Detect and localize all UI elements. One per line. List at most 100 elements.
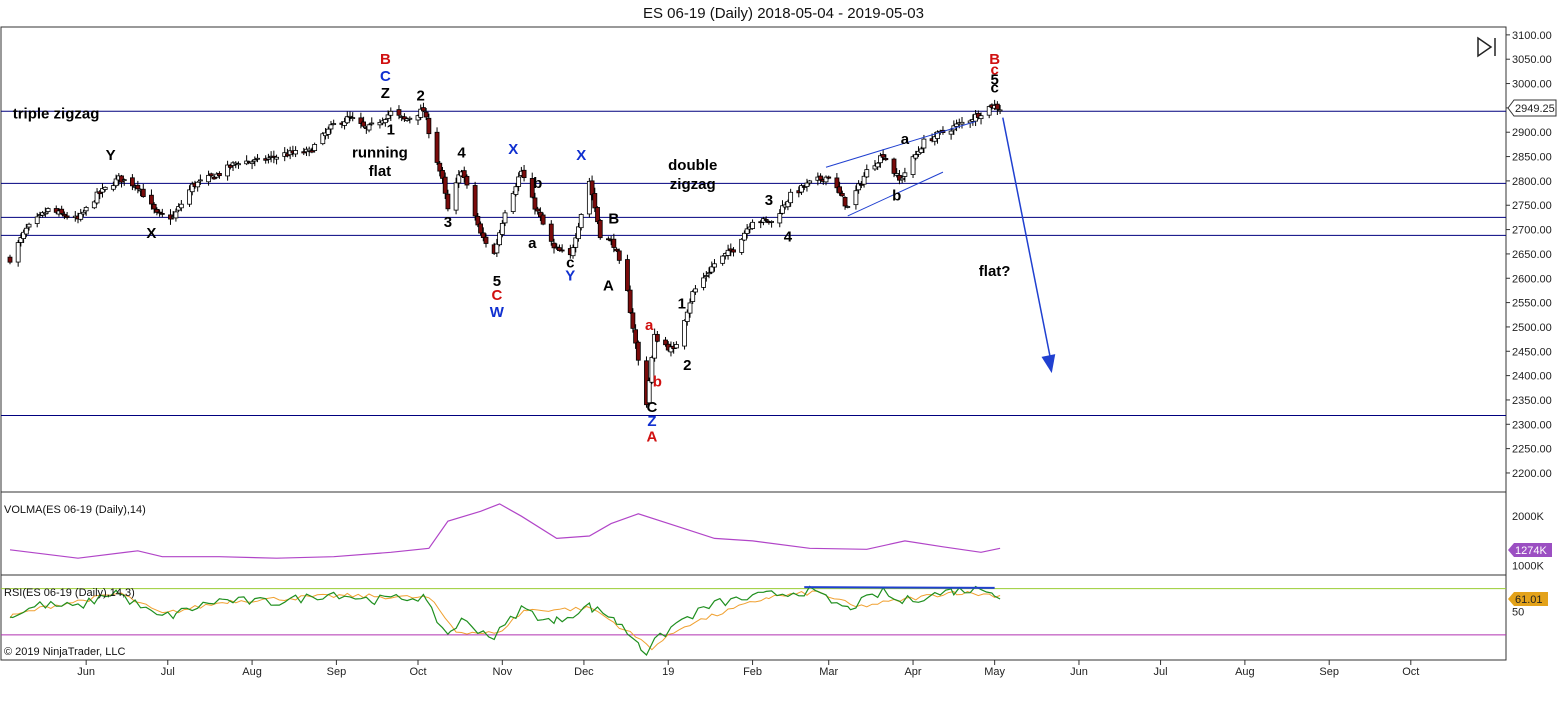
candle-body xyxy=(415,115,421,121)
candle-body xyxy=(997,109,1003,112)
candle-body xyxy=(94,191,100,204)
candle-body xyxy=(897,174,902,181)
candle-body xyxy=(913,154,919,159)
time-axis-tick-label: Apr xyxy=(904,666,921,678)
candle-body xyxy=(189,183,195,193)
candle-body xyxy=(878,155,883,164)
price-axis-tick-label: 2850.00 xyxy=(1512,152,1552,164)
time-axis-tick-label: Aug xyxy=(1235,666,1255,678)
candle-body xyxy=(826,176,832,179)
candle-body xyxy=(731,249,736,253)
wave-label: A xyxy=(646,428,657,445)
play-forward-icon[interactable] xyxy=(1477,36,1496,58)
projection-arrow-head xyxy=(1041,354,1056,374)
candle-body xyxy=(475,215,481,226)
wave-label: c xyxy=(990,61,998,78)
candle-body xyxy=(320,133,326,145)
candle-body xyxy=(159,212,165,215)
wave-label: 1 xyxy=(387,122,395,139)
time-axis-tick-label: Nov xyxy=(493,666,513,678)
candle-body xyxy=(633,329,638,344)
candle-body xyxy=(693,288,698,293)
wave-label: B xyxy=(989,51,1000,68)
time-axis-tick-label: Mar xyxy=(819,666,838,678)
wave-label: W xyxy=(490,304,505,321)
candle-body xyxy=(807,180,813,184)
price-panel-frame xyxy=(0,26,1507,493)
candle-body xyxy=(350,117,356,119)
candle-body xyxy=(540,214,546,225)
candle-body xyxy=(135,184,141,190)
candle-body xyxy=(538,211,543,218)
wave-label: X xyxy=(146,225,156,242)
candle-body xyxy=(712,263,717,268)
candle-body xyxy=(21,231,27,239)
candle-body xyxy=(532,197,538,210)
candle-body xyxy=(720,255,726,264)
candle-body xyxy=(426,117,432,135)
wave-label: C xyxy=(646,399,657,416)
candle-body xyxy=(249,161,255,165)
price-axis-tick-label: 3000.00 xyxy=(1512,79,1552,91)
candle-body xyxy=(301,151,307,154)
wave-label: 5 xyxy=(990,72,998,89)
candle-body xyxy=(611,238,617,248)
wave-label: Z xyxy=(647,413,656,430)
candle-body xyxy=(53,208,59,213)
candle-body xyxy=(701,277,706,288)
candle-body xyxy=(535,208,541,212)
time-axis-tick-label: Sep xyxy=(327,666,347,678)
candle-body xyxy=(703,275,709,277)
candle-body xyxy=(978,115,984,120)
candle-body xyxy=(769,221,774,223)
price-axis-tick-label: 2800.00 xyxy=(1512,176,1552,188)
candle-body xyxy=(325,128,331,135)
candle-body xyxy=(121,179,127,182)
wave-label: flat? xyxy=(979,263,1011,280)
wave-label: 4 xyxy=(457,145,466,162)
candle-body xyxy=(274,156,279,160)
price-axis-tick-label: 2500.00 xyxy=(1512,322,1552,334)
candle-body xyxy=(344,116,350,124)
candle-body xyxy=(129,177,135,187)
copyright-text: © 2019 NinjaTrader, LLC xyxy=(4,646,125,658)
rsi-title: RSI(ES 06-19 (Daily),14,3) xyxy=(4,587,135,599)
candle-body xyxy=(271,155,277,158)
candle-body xyxy=(788,191,794,204)
candle-body xyxy=(551,242,557,249)
candle-body xyxy=(401,116,407,120)
rsi-trendline xyxy=(804,586,995,589)
candle-body xyxy=(461,170,467,178)
candle-body xyxy=(725,249,731,256)
candle-body xyxy=(293,150,299,155)
candle-body xyxy=(663,339,668,346)
candle-body xyxy=(407,117,413,120)
candle-body xyxy=(548,223,554,242)
wave-label: 3 xyxy=(765,192,773,209)
candle-body xyxy=(635,341,641,361)
volma-value-label: 1274K xyxy=(1515,545,1547,557)
time-axis-tick-label: Jul xyxy=(1154,666,1168,678)
candle-body xyxy=(81,211,86,215)
candle-body xyxy=(586,180,592,215)
candle-body xyxy=(34,216,40,224)
rsi-value-label: 61.01 xyxy=(1515,594,1543,606)
volma-axis-tick-label: 2000K xyxy=(1512,511,1544,523)
candle-body xyxy=(858,183,864,186)
candle-body xyxy=(856,183,862,191)
candle-body xyxy=(195,181,201,188)
candle-body xyxy=(342,121,347,126)
candle-body xyxy=(480,232,486,238)
candle-body xyxy=(674,344,679,349)
wave-label: c xyxy=(990,79,998,96)
candle-body xyxy=(573,237,579,248)
candle-body xyxy=(187,189,192,205)
candle-body xyxy=(382,119,388,124)
candle-body xyxy=(785,200,791,208)
candle-body xyxy=(265,157,271,160)
candle-body xyxy=(818,175,823,181)
wedge-channel-line xyxy=(825,121,976,168)
candle-body xyxy=(418,108,424,118)
candle-body xyxy=(149,194,154,205)
